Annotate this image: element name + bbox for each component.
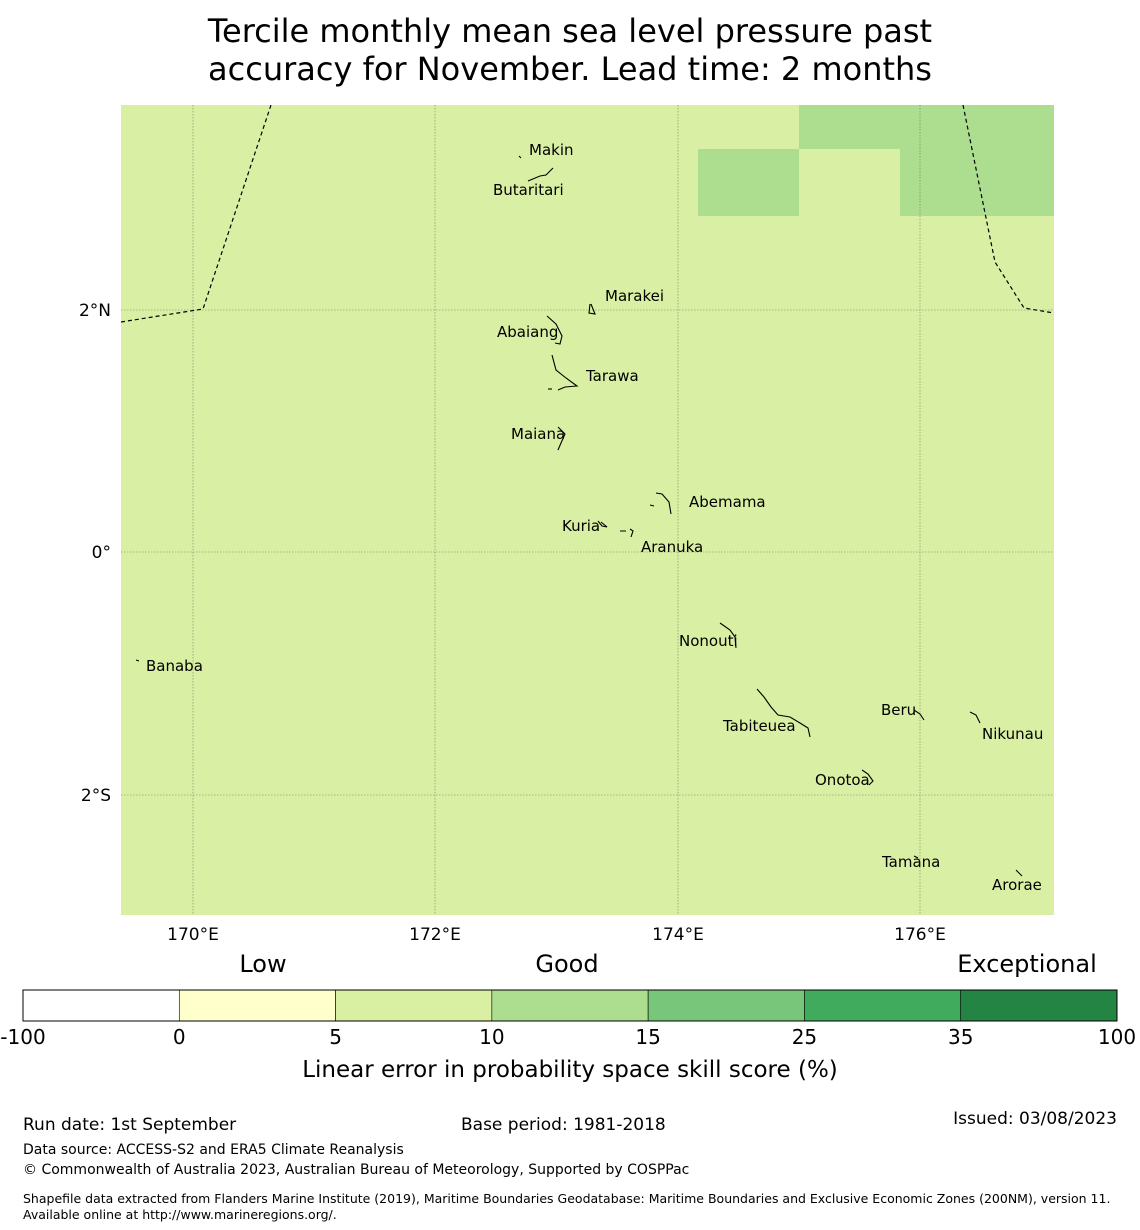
colorbar-tick-label: 10: [479, 1025, 504, 1049]
colorbar-ticks: -100 0 5 10 15 25 35 100: [0, 1025, 1136, 1049]
island-label-abaiang: Abaiang: [497, 323, 558, 341]
lon-tick-label: 176°E: [894, 925, 946, 945]
colorbar-label: Linear error in probability space skill …: [302, 1057, 838, 1083]
colorbar-legend: Low Good Exceptional -100 0 5 10 15 25 35 100 L…: [0, 950, 1136, 1083]
colorbar-tick-label: 25: [792, 1025, 817, 1049]
map-figure: Makin Butaritari Marakei Abaiang Tarawa …: [0, 104, 1136, 1083]
island-label-maiana: Maiana: [511, 425, 565, 443]
skill-cell: [900, 149, 1054, 216]
island-shape: [588, 303, 596, 315]
island-shape: [518, 155, 522, 159]
legend-category-good: Good: [535, 950, 598, 978]
gridlines: [121, 105, 1054, 915]
skill-cell: [698, 149, 799, 216]
colorbar-segment: [960, 989, 1118, 1022]
island-shape: [551, 354, 579, 391]
island-shape: [719, 622, 737, 649]
island-shape: [913, 709, 925, 721]
island-label-makin: Makin: [529, 141, 574, 159]
chart-title: Tercile monthly mean sea level pressure …: [0, 12, 1140, 88]
lon-tick-label: 174°E: [652, 925, 704, 945]
lat-tick-label: 2°N: [79, 301, 111, 321]
island-label-kuria: Kuria: [562, 517, 600, 535]
data-source: Data source: ACCESS-S2 and ERA5 Climate …: [23, 1142, 404, 1158]
colorbar-frame: [22, 989, 1118, 1022]
colorbar-tick-label: 15: [635, 1025, 660, 1049]
colorbar-tick-label: -100: [0, 1025, 45, 1049]
map-background: [121, 105, 1054, 915]
shapefile-credit: Shapefile data extracted from Flanders M…: [23, 1191, 1111, 1222]
island-label-nikunau: Nikunau: [982, 725, 1043, 743]
island-label-banaba: Banaba: [146, 657, 203, 675]
island-shape: [135, 659, 140, 662]
colorbar-segments: [22, 989, 1118, 1022]
colorbar-tick-label: 5: [329, 1025, 342, 1049]
colorbar-tick-label: 0: [173, 1025, 186, 1049]
colorbar-segment: [647, 989, 805, 1022]
island-outlines: [135, 155, 1023, 877]
colorbar-segment: [335, 989, 493, 1022]
island-shape: [756, 688, 811, 738]
island-label-tamana: Tamana: [881, 853, 940, 871]
map-panel: Makin Butaritari Marakei Abaiang Tarawa …: [79, 104, 1055, 945]
island-label-arorae: Arorae: [992, 876, 1042, 894]
title-line-2: accuracy for November. Lead time: 2 mont…: [208, 50, 932, 88]
island-label-nonouti: Nonouti: [679, 632, 738, 650]
eez-boundaries: [120, 104, 1055, 323]
island-shape: [913, 855, 919, 859]
island-label-butaritari: Butaritari: [493, 181, 564, 199]
island-shape: [527, 167, 554, 182]
island-shape: [546, 315, 563, 345]
axis-tick-labels: 170°E 172°E 174°E 176°E 2°N 0° 2°S: [79, 301, 946, 945]
island-label-aranuka: Aranuka: [641, 538, 703, 556]
run-date: Run date: 1st September: [23, 1115, 237, 1135]
island-shape: [557, 426, 566, 451]
colorbar-segment: [491, 989, 649, 1022]
colorbar-segment: [178, 989, 336, 1022]
island-shape: [969, 711, 981, 724]
island-label-abemama: Abemama: [689, 493, 766, 511]
colorbar-segment: [22, 989, 180, 1022]
island-shape: [655, 492, 672, 515]
skill-cell: [799, 105, 1054, 149]
island-label-beru: Beru: [881, 701, 916, 719]
issued-date: Issued: 03/08/2023: [953, 1109, 1117, 1129]
copyright: © Commonwealth of Australia 2023, Austra…: [23, 1162, 690, 1178]
lat-tick-label: 2°S: [81, 786, 111, 806]
legend-category-exceptional: Exceptional: [957, 950, 1097, 978]
title-line-1: Tercile monthly mean sea level pressure …: [207, 12, 933, 50]
island-shape: [597, 520, 608, 528]
colorbar-tick-label: 35: [948, 1025, 973, 1049]
lon-tick-label: 170°E: [167, 925, 219, 945]
base-period: Base period: 1981-2018: [461, 1115, 666, 1135]
island-shape: [649, 504, 655, 507]
legend-category-low: Low: [239, 950, 286, 978]
colorbar-segment: [804, 989, 962, 1022]
island-labels: Makin Butaritari Marakei Abaiang Tarawa …: [146, 141, 1043, 894]
island-label-onotoa: Onotoa: [815, 771, 870, 789]
island-label-tarawa: Tarawa: [585, 367, 639, 385]
island-shape: [620, 528, 634, 538]
island-shape: [1015, 869, 1023, 877]
colorbar-tick-label: 100: [1098, 1025, 1136, 1049]
island-label-tabiteuea: Tabiteuea: [722, 717, 796, 735]
lat-tick-label: 0°: [92, 543, 111, 563]
lon-tick-label: 172°E: [409, 925, 461, 945]
island-label-marakei: Marakei: [605, 287, 664, 305]
island-shape: [861, 769, 874, 786]
